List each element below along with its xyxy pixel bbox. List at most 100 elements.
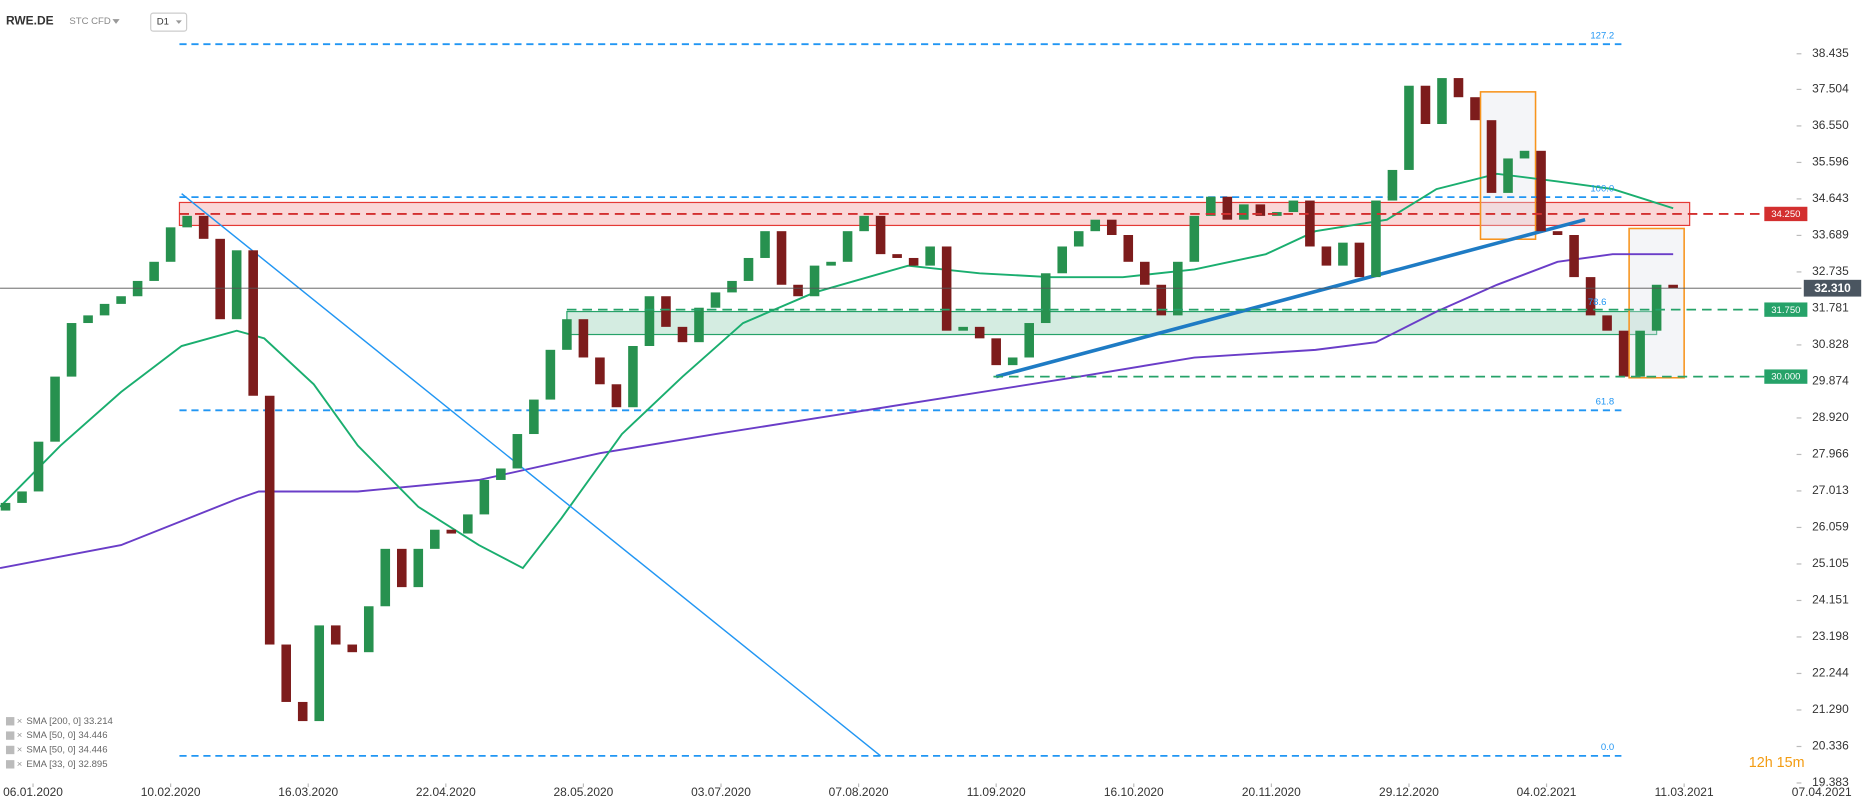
x-tick-label: 16.03.2020: [278, 785, 338, 799]
y-tick-label: 25.105: [1812, 556, 1849, 570]
legend-entry[interactable]: SMA [50, 0] 34.446: [26, 730, 107, 741]
candle: [1404, 85, 1414, 170]
candle: [1040, 273, 1051, 324]
candle: [1602, 315, 1612, 331]
candle: [248, 250, 258, 396]
y-tick-label: 28.920: [1812, 410, 1849, 424]
candle: [1354, 242, 1365, 278]
symbol[interactable]: RWE.DE: [6, 14, 54, 28]
candle: [958, 326, 968, 331]
zone: [566, 310, 1658, 336]
candle: [1338, 242, 1348, 266]
moving-average: [0, 253, 1674, 569]
trendline: [995, 217, 1586, 379]
y-tick-label: 31.781: [1812, 301, 1849, 315]
candle: [809, 265, 820, 297]
x-tick-label: 10.02.2020: [141, 785, 201, 799]
candle: [578, 319, 589, 358]
candle: [1255, 204, 1266, 216]
candle: [661, 296, 671, 327]
candle: [231, 250, 242, 320]
candle: [1090, 219, 1101, 232]
fib-label: 78.6: [1588, 297, 1607, 308]
legend-entry[interactable]: SMA [50, 0] 34.446: [26, 745, 107, 756]
x-tick-label: 03.07.2020: [691, 785, 751, 799]
candle: [908, 257, 919, 266]
candle: [1651, 284, 1662, 331]
candle: [611, 384, 622, 408]
x-tick-label: 07.08.2020: [829, 785, 889, 799]
candle: [1139, 261, 1150, 285]
candle: [297, 701, 308, 722]
level-badge: [1764, 302, 1808, 317]
candle: [1453, 78, 1464, 98]
candle: [1239, 204, 1249, 220]
dropdown-caret[interactable]: [112, 19, 120, 24]
candle: [1536, 150, 1546, 232]
fib-label: 100.0: [1590, 183, 1614, 194]
candle: [215, 238, 225, 320]
candle: [1371, 200, 1381, 278]
x-tick-label: 16.10.2020: [1104, 785, 1164, 799]
level-label: 30.000: [1771, 372, 1800, 383]
legend-entry[interactable]: SMA [200, 0] 33.214: [26, 716, 113, 727]
interval-select[interactable]: [150, 12, 188, 32]
candle: [17, 491, 27, 503]
candle: [1106, 219, 1117, 236]
candle: [892, 254, 902, 258]
candle: [859, 215, 869, 232]
y-tick-label: 37.504: [1812, 82, 1849, 96]
y-tick-label: 23.198: [1812, 629, 1849, 643]
candle: [50, 376, 60, 442]
candle: [974, 326, 985, 339]
candle: [1635, 330, 1645, 377]
candle: [198, 215, 209, 239]
x-tick-label: 29.12.2020: [1379, 785, 1439, 799]
price-label: 32.310: [1814, 281, 1851, 295]
x-tick-label: 11.09.2020: [967, 785, 1026, 799]
candle: [314, 625, 325, 722]
y-tick-label: 24.151: [1812, 593, 1849, 607]
candle: [1305, 200, 1315, 247]
fib-label: 61.8: [1596, 396, 1615, 407]
candle: [743, 257, 754, 281]
candle: [595, 357, 605, 385]
candle: [793, 284, 803, 297]
candle: [1206, 196, 1216, 216]
candle: [66, 323, 77, 377]
instrument-type: STC CFD: [69, 16, 110, 27]
x-tick-label: 06.01.2020: [3, 785, 63, 799]
legend-icon: [5, 717, 15, 726]
candle: [1222, 196, 1233, 220]
candle: [512, 434, 523, 469]
legend-entry[interactable]: EMA [33, 0] 32.895: [26, 759, 107, 770]
price-badge: [1803, 279, 1862, 297]
x-tick-label: 11.03.2021: [1655, 785, 1714, 799]
candle: [545, 349, 556, 400]
y-tick-label: 27.966: [1812, 447, 1849, 461]
legend-close: ×: [17, 730, 23, 741]
legend-close: ×: [17, 759, 23, 770]
candle: [182, 215, 192, 228]
x-tick-label: 20.11.2020: [1242, 785, 1301, 799]
x-tick-label: 28.05.2020: [553, 785, 613, 799]
candle: [1470, 97, 1480, 121]
plot-area: [0, 43, 1691, 757]
candle: [1503, 158, 1513, 193]
y-tick-label: 33.689: [1812, 228, 1849, 242]
y-tick-label: 20.336: [1812, 739, 1849, 753]
candle: [1156, 284, 1167, 316]
candle: [264, 395, 275, 645]
candle: [347, 644, 358, 653]
y-tick-label: 26.059: [1812, 520, 1849, 534]
candle: [826, 261, 836, 266]
candle: [925, 246, 935, 266]
y-tick-label: 35.596: [1812, 155, 1849, 169]
candle: [281, 644, 291, 702]
level-badge: [1764, 369, 1808, 384]
candle: [149, 261, 159, 281]
x-tick-label: 22.04.2020: [416, 785, 476, 799]
y-tick-label: 36.550: [1812, 118, 1849, 132]
candle: [496, 468, 506, 480]
